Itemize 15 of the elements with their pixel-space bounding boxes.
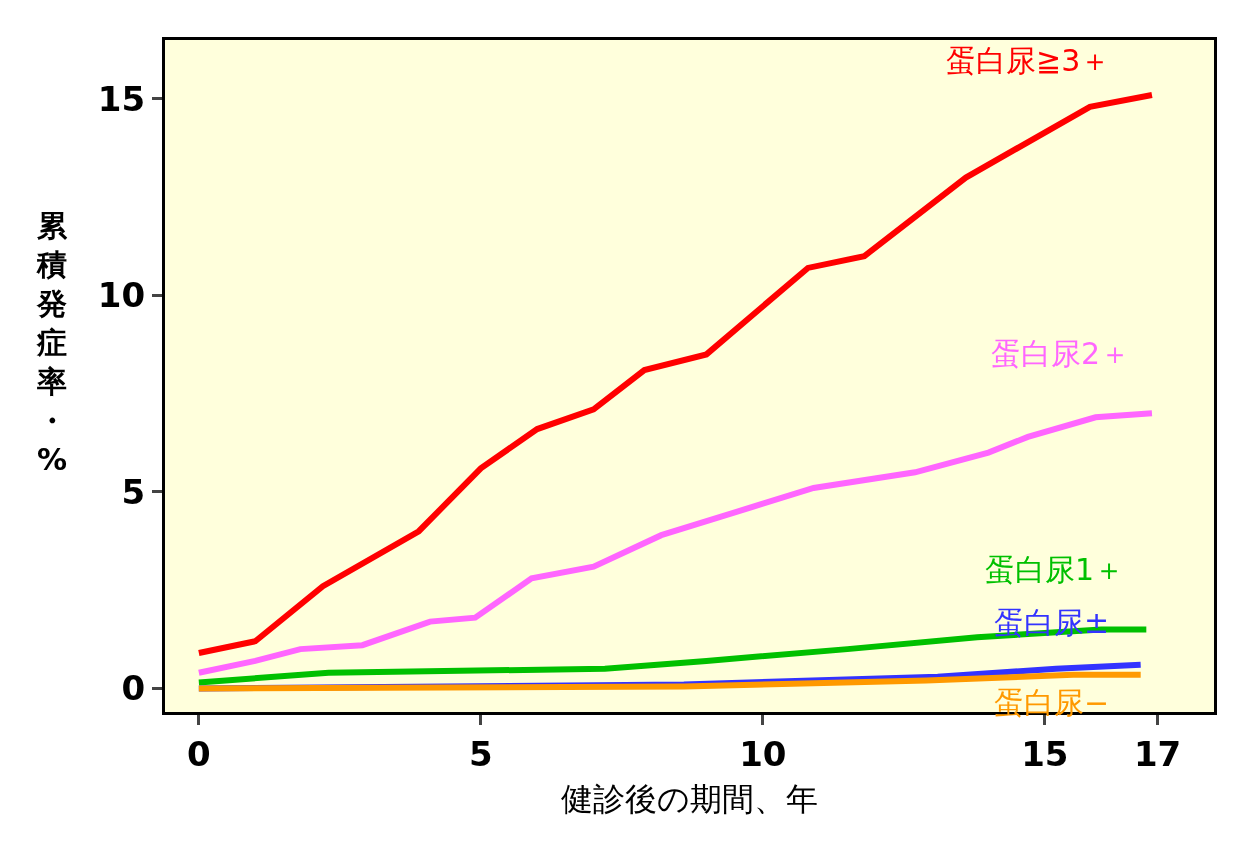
y-tick-label: 10 [97,275,146,316]
x-tick-label: 17 [1133,733,1182,774]
series-label: 蛋白尿2＋ [991,336,1131,371]
y-tick-label: 5 [121,471,146,512]
x-axis-title: 健診後の期間、年 [561,779,818,818]
series-label: 蛋白尿1＋ [985,552,1125,587]
series-label: 蛋白尿− [994,685,1110,720]
series-label: 蛋白尿≧3＋ [946,43,1111,78]
y-tick-label: 15 [97,78,146,119]
x-tick-label: 0 [187,733,211,774]
x-tick-label: 10 [739,733,787,774]
y-axis-title: 累積発症率・% [36,208,68,477]
x-tick-label: 5 [468,733,493,774]
x-tick-label: 15 [1021,733,1069,774]
y-tick-label: 0 [121,668,146,709]
